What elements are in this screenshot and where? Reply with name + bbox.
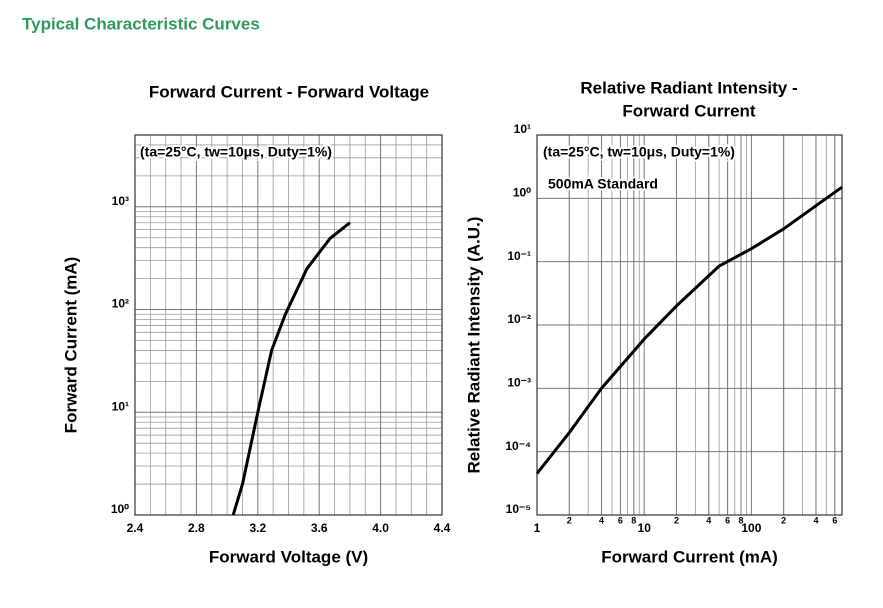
x-tick-label: 3.2 [249,521,266,535]
x-tick-label: 6 [725,515,730,525]
x-tick-label: 4.4 [434,521,451,535]
x-tick-label: 3.6 [311,521,328,535]
x-tick-label: 2 [781,515,786,525]
y-axis-label: Forward Current (mA) [61,257,80,434]
annotation: (ta=25°C, tw=10μs, Duty=1%) [543,144,735,160]
y-tick-label: 10³ [112,194,129,208]
plot-frame [536,134,843,516]
y-axis-label: Relative Radiant Intensity (A.U.) [464,217,483,474]
y-tick-label: 10⁻³ [507,376,531,390]
y-tick-label: 10² [112,297,129,311]
data-line [231,221,351,516]
x-tick-label: 4 [706,515,711,525]
y-tick-label: 10⁰ [513,186,531,200]
x-tick-label: 4 [599,515,604,525]
y-tick-label: 10⁻⁵ [506,502,531,516]
y-tick-label: 10⁻² [507,312,531,326]
y-tick-label: 10⁻⁴ [505,439,531,453]
x-tick-label: 2 [674,515,679,525]
chart-title: Forward Current - Forward Voltage [149,82,429,101]
x-tick-label: 4 [813,515,818,525]
x-tick-label: 8 [739,515,744,525]
x-tick-label: 2.4 [127,521,144,535]
x-tick-label: 6 [832,515,837,525]
x-axis-label: Forward Current (mA) [601,547,778,566]
y-tick-label: 10⁻¹ [507,249,531,263]
plot-frame [134,134,443,516]
annotation: 500mA Standard [548,176,658,192]
page-title: Typical Characteristic Curves [22,14,260,33]
x-tick-label: 1 [534,521,541,535]
y-tick-label: 10¹ [112,399,129,413]
chart-title: Forward Current [622,101,756,120]
x-tick-label: 6 [618,515,623,525]
y-tick-label: 10¹ [514,122,531,136]
x-tick-label: 4.0 [372,521,389,535]
x-axis-label: Forward Voltage (V) [209,547,368,566]
x-tick-label: 100 [741,521,761,535]
y-tick-label: 10⁰ [111,502,129,516]
data-line [535,185,843,475]
annotation: (ta=25°C, tw=10μs, Duty=1%) [140,144,332,160]
x-tick-label: 10 [638,521,652,535]
plot-area [135,135,442,515]
x-tick-label: 8 [631,515,636,525]
chart-title: Relative Radiant Intensity - [580,78,797,97]
x-tick-label: 2.8 [188,521,205,535]
x-tick-label: 2 [567,515,572,525]
